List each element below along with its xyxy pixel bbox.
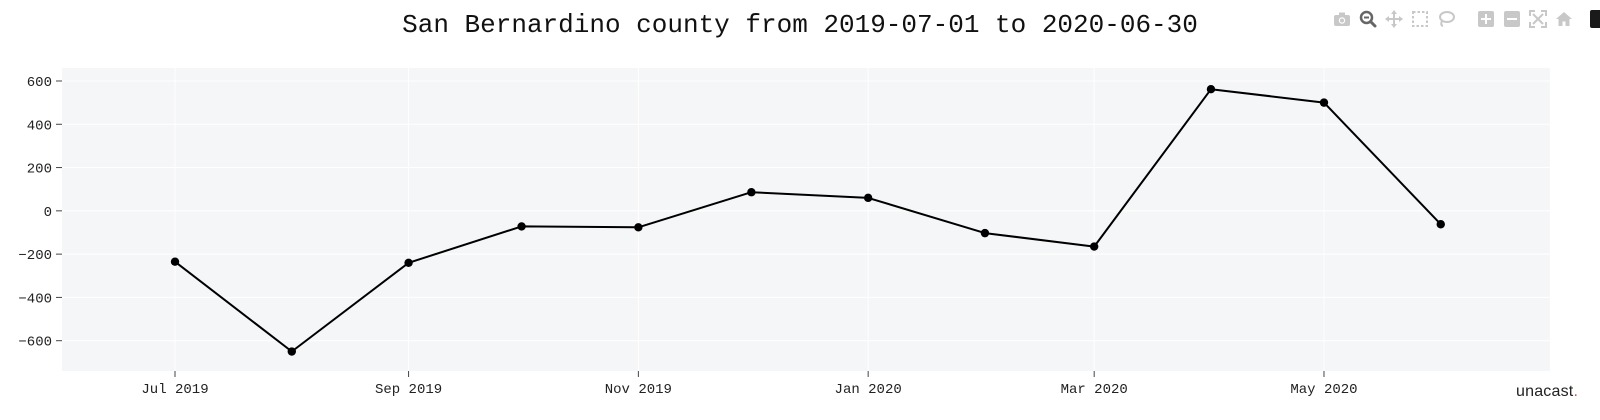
lasso-icon[interactable]: [1436, 9, 1456, 29]
chart-title: San Bernardino county from 2019-07-01 to…: [402, 10, 1198, 40]
data-point[interactable]: [404, 258, 413, 267]
plot-area: [62, 68, 1550, 371]
pan-icon[interactable]: [1384, 9, 1404, 29]
plotly-logo-icon[interactable]: [1590, 10, 1600, 28]
y-tick-label: 200: [27, 162, 52, 178]
x-tick-label: Nov 2019: [605, 382, 672, 398]
x-tick-label: Sep 2019: [375, 382, 442, 398]
box-select-icon[interactable]: [1410, 9, 1430, 29]
data-point[interactable]: [517, 222, 526, 231]
data-point[interactable]: [1436, 220, 1445, 229]
zoom-out-icon[interactable]: [1502, 9, 1522, 29]
data-point[interactable]: [1206, 85, 1216, 94]
modebar: [1332, 8, 1580, 30]
data-point[interactable]: [980, 228, 990, 238]
axis-ticks: 600 400 200 0 −200 −400 −600 Jul 2019 Sep 2019 No…: [18, 75, 1357, 398]
data-point[interactable]: [747, 188, 756, 197]
reset-axes-icon[interactable]: [1554, 9, 1574, 29]
series-line: [174, 88, 1442, 353]
x-tick-label: May 2020: [1290, 382, 1357, 398]
y-tick-label: −200: [18, 248, 52, 264]
data-point[interactable]: [1089, 242, 1099, 251]
zoom-icon[interactable]: [1358, 9, 1378, 29]
unacast-logo: unacast.: [1516, 383, 1579, 400]
camera-icon[interactable]: [1332, 9, 1352, 29]
y-tick-label: −600: [18, 335, 52, 351]
grid-lines: [62, 68, 1550, 371]
data-point[interactable]: [634, 223, 643, 232]
data-point[interactable]: [287, 347, 296, 356]
zoom-in-icon[interactable]: [1476, 9, 1496, 29]
y-tick-label: 600: [27, 75, 52, 91]
x-tick-label: Jul 2019: [141, 382, 208, 398]
y-tick-label: 0: [44, 205, 52, 221]
autoscale-icon[interactable]: [1528, 9, 1548, 29]
data-point[interactable]: [863, 193, 873, 203]
x-tick-label: Mar 2020: [1061, 382, 1128, 398]
x-tick-label: Jan 2020: [835, 382, 902, 398]
series: [170, 85, 1445, 356]
data-point[interactable]: [1319, 98, 1329, 107]
y-tick-label: −400: [18, 291, 52, 307]
y-tick-label: 400: [27, 118, 52, 134]
data-point[interactable]: [170, 257, 180, 266]
